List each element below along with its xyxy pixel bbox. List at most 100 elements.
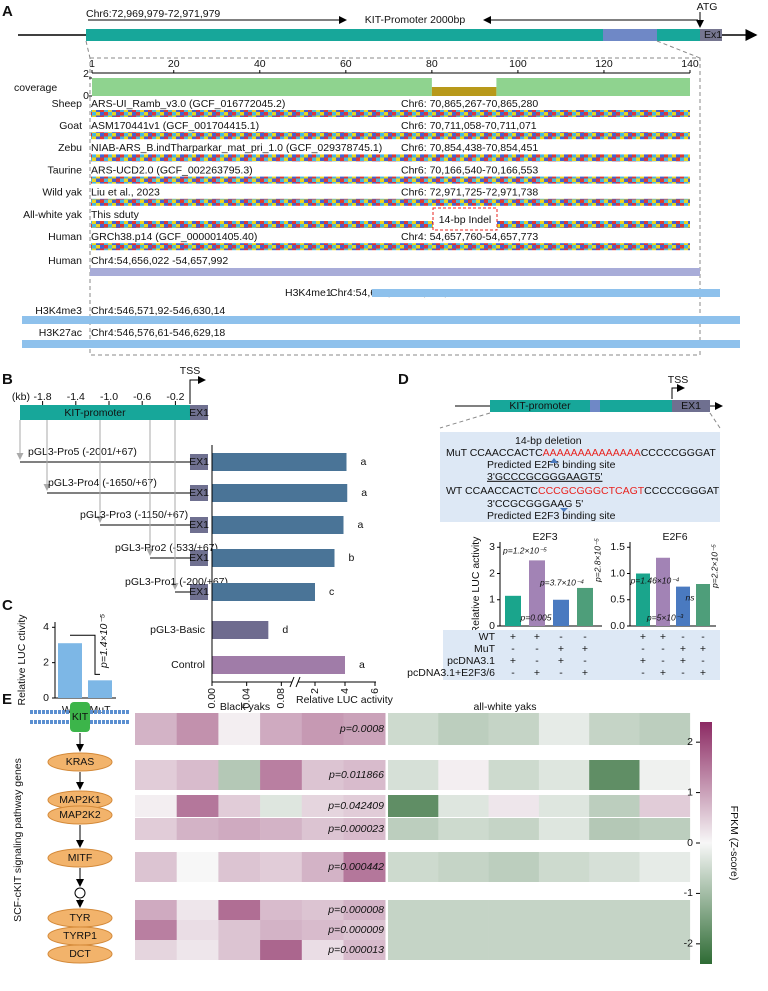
heatmap-cell [388, 818, 439, 840]
heatmap-cell [301, 852, 344, 882]
region-label: Chr6:72,969,979-72,971,979 [86, 8, 220, 20]
gene-label: KRAS [66, 756, 95, 768]
colorbar-label: FPKM (Z-score) [728, 806, 740, 881]
condition-sign: + [640, 631, 646, 643]
significance-letter: b [349, 552, 355, 564]
heatmap-cell [538, 795, 590, 817]
p-value: p=3.7×10⁻⁴ [539, 577, 584, 587]
bar [58, 643, 82, 698]
species-name: Human [48, 231, 82, 243]
sequence-part: CCCCCGGGAT [641, 447, 717, 459]
sequence-strip [91, 198, 690, 206]
heatmap-cell [438, 818, 489, 840]
heatmap-cell [301, 920, 344, 940]
heatmap-cell [260, 760, 303, 790]
coordinate-label: Chr6: 70,711,058-70,711,071 [401, 120, 537, 132]
condition-sign: + [558, 643, 564, 655]
heatmap-cell [388, 900, 439, 920]
y-tick-label: 4 [43, 621, 49, 633]
kb-tick-label: -1.0 [100, 391, 118, 403]
heatmap-cell [135, 920, 177, 940]
zoom-line [439, 412, 491, 429]
heatmap-cell [176, 713, 219, 745]
condition-label: pcDNA3.1 [447, 655, 495, 667]
track-name: H3K4me3 [35, 305, 82, 317]
p-value: p=0.000008 [327, 904, 384, 916]
heatmap-cell [589, 818, 640, 840]
exon-label: EX1 [189, 519, 209, 531]
heatmap-cell [438, 713, 489, 745]
gene-label: TYR [70, 912, 91, 924]
p-value: p=2.2×10⁻⁵ [709, 544, 719, 589]
condition-sign: - [535, 643, 539, 655]
sequence-part: WT CCAACCACTC [446, 485, 538, 497]
promoter-bar [20, 405, 190, 420]
heatmap-cell [301, 795, 344, 817]
region-highlight [603, 29, 657, 41]
sequence-strip [91, 243, 690, 251]
condition-sign: + [640, 655, 646, 667]
heatmap-cell [218, 713, 261, 745]
heatmap-cell [260, 852, 303, 882]
exon-box [700, 29, 722, 41]
kb-tick-label: -1.8 [34, 391, 52, 403]
heatmap-cell [388, 713, 439, 745]
heatmap-cell [176, 900, 219, 920]
gene-node [47, 805, 113, 825]
colorbar-tick-label: 0 [687, 837, 693, 849]
coverage-segment [496, 78, 690, 96]
heatmap-cell [488, 795, 540, 817]
heatmap-cell [343, 920, 386, 940]
heatmap-cell [301, 940, 344, 960]
exon-box [672, 400, 710, 412]
condition-sign: + [510, 655, 516, 667]
y-tick-label: 0.0 [610, 620, 625, 632]
sequence-strip [91, 132, 690, 140]
condition-sign: - [701, 631, 705, 643]
y-axis-label: Relative LUC ctivity [16, 614, 28, 706]
x-tick-label: 0.00 [206, 688, 218, 709]
condition-box [443, 630, 720, 680]
human-region-bar [90, 268, 700, 276]
condition-sign: - [511, 667, 515, 679]
y-axis-label: Relative LUC activity [470, 536, 482, 634]
assembly-label: GRCh38.p14 (GCF_000001405.40) [91, 231, 257, 243]
heatmap-cell [218, 795, 261, 817]
heatmap-cell [388, 940, 439, 960]
assembly-label: ASM170441v1 (GCF_001704415.1) [91, 120, 259, 132]
gene-label: MITF [68, 852, 93, 864]
region-highlight [590, 400, 600, 412]
panel-label: B [2, 371, 13, 388]
intermediate-node [74, 887, 86, 899]
condition-sign: + [660, 631, 666, 643]
condition-sign: + [582, 667, 588, 679]
condition-sign: - [535, 655, 539, 667]
kb-tick-label: -0.6 [133, 391, 151, 403]
panel-label: D [398, 371, 409, 388]
y-tick-label: 3 [489, 541, 495, 553]
heatmap-cell [343, 900, 386, 920]
y-tick-label: 2 [489, 567, 495, 579]
heatmap-cell [488, 920, 540, 940]
condition-sign: + [660, 667, 666, 679]
sequence-part: CCCCCGGGAT [644, 485, 720, 497]
heatmap-cell [260, 940, 303, 960]
colorbar-tick-label: 1 [687, 786, 693, 798]
sequence-part: AAAAAAAAAAAAAA [543, 447, 641, 459]
heatmap-cell [538, 900, 590, 920]
heatmap-cell [218, 852, 261, 882]
kb-axis-label: (kb) [12, 391, 30, 403]
condition-sign: - [661, 643, 665, 655]
p-value: p=1.4×10⁻⁵ [98, 613, 110, 669]
assembly-label: ARS-UCD2.0 (GCF_002263795.3) [91, 164, 253, 176]
construct-label: pGL3-Pro4 (-1650/+67) [48, 477, 157, 489]
colorbar-tick-label: -2 [684, 938, 693, 950]
p-value: p=1.2×10⁻⁵ [502, 545, 547, 555]
construct-label: pGL3-Pro3 (-1150/+67) [80, 509, 188, 521]
panel-label: E [2, 691, 12, 708]
heatmap-cell [488, 940, 540, 960]
significance-letter: c [329, 586, 334, 598]
y-tick-label: 1.0 [610, 567, 625, 579]
colorbar-tick-label: 2 [687, 736, 693, 748]
x-axis-label: Relative LUC activity [296, 694, 394, 706]
